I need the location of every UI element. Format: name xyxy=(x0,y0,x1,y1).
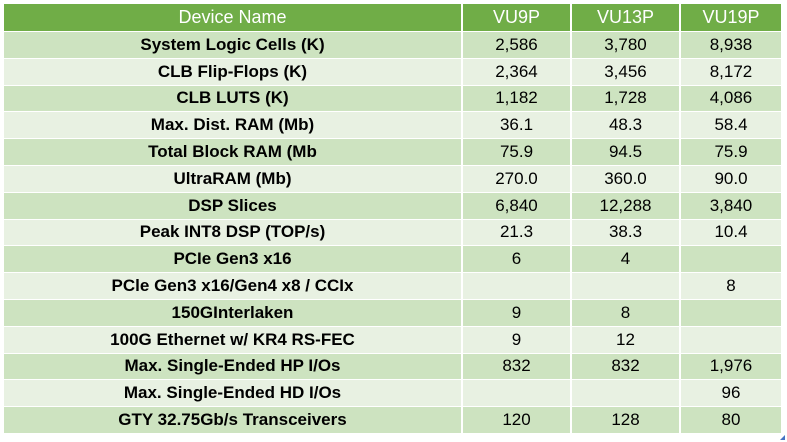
vu9p-value: 6 xyxy=(463,246,570,273)
header-vu9p: VU9P xyxy=(463,4,570,31)
vu9p-value: 2,586 xyxy=(463,32,570,58)
table-row: DSP Slices 6,840 12,288 3,840 xyxy=(4,192,781,219)
vu19p-value: 90.0 xyxy=(681,165,781,192)
vu19p-value: 8 xyxy=(681,273,781,299)
table-row: PCIe Gen3 x16 6 4 xyxy=(4,246,781,273)
row-label: Max. Dist. RAM (Mb) xyxy=(4,112,461,139)
table-row: PCle Gen3 x16/Gen4 x8 / CCIx 8 xyxy=(4,273,781,299)
header-vu13p: VU13P xyxy=(572,4,679,31)
row-label: Total Block RAM (Mb xyxy=(4,139,461,165)
row-label: System Logic Cells (K) xyxy=(4,32,461,58)
vu13p-value: 360.0 xyxy=(572,165,679,192)
vu19p-value: 96 xyxy=(681,380,781,407)
vu9p-value: 832 xyxy=(463,353,570,380)
vu13p-value: 1,728 xyxy=(572,85,679,112)
row-label: Max. Single-Ended HD I/Os xyxy=(4,380,461,407)
table-row: UltraRAM (Mb) 270.0 360.0 90.0 xyxy=(4,165,781,192)
header-device-name: Device Name xyxy=(4,4,461,31)
vu13p-value: 38.3 xyxy=(572,219,679,246)
table-row: Max. Single-Ended HD I/Os 96 xyxy=(4,380,781,407)
table-row: 100G Ethernet w/ KR4 RS-FEC 9 12 xyxy=(4,326,781,353)
vu19p-value xyxy=(681,299,781,326)
row-label: Max. Single-Ended HP I/Os xyxy=(4,353,461,380)
vu19p-value xyxy=(681,326,781,353)
table-row: System Logic Cells (K) 2,586 3,780 8,938 xyxy=(4,32,781,58)
row-label: CLB LUTS (K) xyxy=(4,85,461,112)
vu13p-value: 94.5 xyxy=(572,139,679,165)
vu9p-value: 9 xyxy=(463,326,570,353)
vu19p-value: 8,938 xyxy=(681,32,781,58)
vu9p-value xyxy=(463,380,570,407)
vu9p-value: 1,182 xyxy=(463,85,570,112)
vu9p-value: 21.3 xyxy=(463,219,570,246)
row-label: 150GInterlaken xyxy=(4,299,461,326)
table-row: Peak INT8 DSP (TOP/s) 21.3 38.3 10.4 xyxy=(4,219,781,246)
header-row: Device Name VU9P VU13P VU19P xyxy=(4,4,781,31)
vu19p-value: 8,172 xyxy=(681,58,781,85)
vu13p-value: 3,456 xyxy=(572,58,679,85)
table-row: CLB Flip-Flops (K) 2,364 3,456 8,172 xyxy=(4,58,781,85)
vu19p-value: 75.9 xyxy=(681,139,781,165)
row-label: PCIe Gen3 x16 xyxy=(4,246,461,273)
table-row: CLB LUTS (K) 1,182 1,728 4,086 xyxy=(4,85,781,112)
header-vu19p: VU19P xyxy=(681,4,781,31)
table-row: GTY 32.75Gb/s Transceivers 120 128 80 xyxy=(4,407,781,433)
vu13p-value: 4 xyxy=(572,246,679,273)
table-row: Max. Single-Ended HP I/Os 832 832 1,976 xyxy=(4,353,781,380)
vu9p-value: 36.1 xyxy=(463,112,570,139)
vu19p-value xyxy=(681,246,781,273)
vu13p-value: 12,288 xyxy=(572,192,679,219)
table-row: Max. Dist. RAM (Mb) 36.1 48.3 58.4 xyxy=(4,112,781,139)
vu19p-value: 4,086 xyxy=(681,85,781,112)
table-row: 150GInterlaken 9 8 xyxy=(4,299,781,326)
vu9p-value: 6,840 xyxy=(463,192,570,219)
vu13p-value: 48.3 xyxy=(572,112,679,139)
vu9p-value: 2,364 xyxy=(463,58,570,85)
row-label: Peak INT8 DSP (TOP/s) xyxy=(4,219,461,246)
row-label: 100G Ethernet w/ KR4 RS-FEC xyxy=(4,326,461,353)
row-label: CLB Flip-Flops (K) xyxy=(4,58,461,85)
vu19p-value: 10.4 xyxy=(681,219,781,246)
vu9p-value: 120 xyxy=(463,407,570,433)
vu19p-value: 3,840 xyxy=(681,192,781,219)
vu9p-value: 270.0 xyxy=(463,165,570,192)
table-row: Total Block RAM (Mb 75.9 94.5 75.9 xyxy=(4,139,781,165)
vu13p-value: 12 xyxy=(572,326,679,353)
vu13p-value xyxy=(572,273,679,299)
vu9p-value xyxy=(463,273,570,299)
fpga-spec-table: Device Name VU9P VU13P VU19P System Logi… xyxy=(2,3,783,434)
vu13p-value: 128 xyxy=(572,407,679,433)
vu13p-value: 832 xyxy=(572,353,679,380)
vu19p-value: 80 xyxy=(681,407,781,433)
vu19p-value: 58.4 xyxy=(681,112,781,139)
row-label: DSP Slices xyxy=(4,192,461,219)
resize-handle-icon xyxy=(780,435,785,440)
vu19p-value: 1,976 xyxy=(681,353,781,380)
vu9p-value: 75.9 xyxy=(463,139,570,165)
vu13p-value xyxy=(572,380,679,407)
row-label: GTY 32.75Gb/s Transceivers xyxy=(4,407,461,433)
row-label: PCle Gen3 x16/Gen4 x8 / CCIx xyxy=(4,273,461,299)
row-label: UltraRAM (Mb) xyxy=(4,165,461,192)
vu13p-value: 3,780 xyxy=(572,32,679,58)
vu9p-value: 9 xyxy=(463,299,570,326)
vu13p-value: 8 xyxy=(572,299,679,326)
